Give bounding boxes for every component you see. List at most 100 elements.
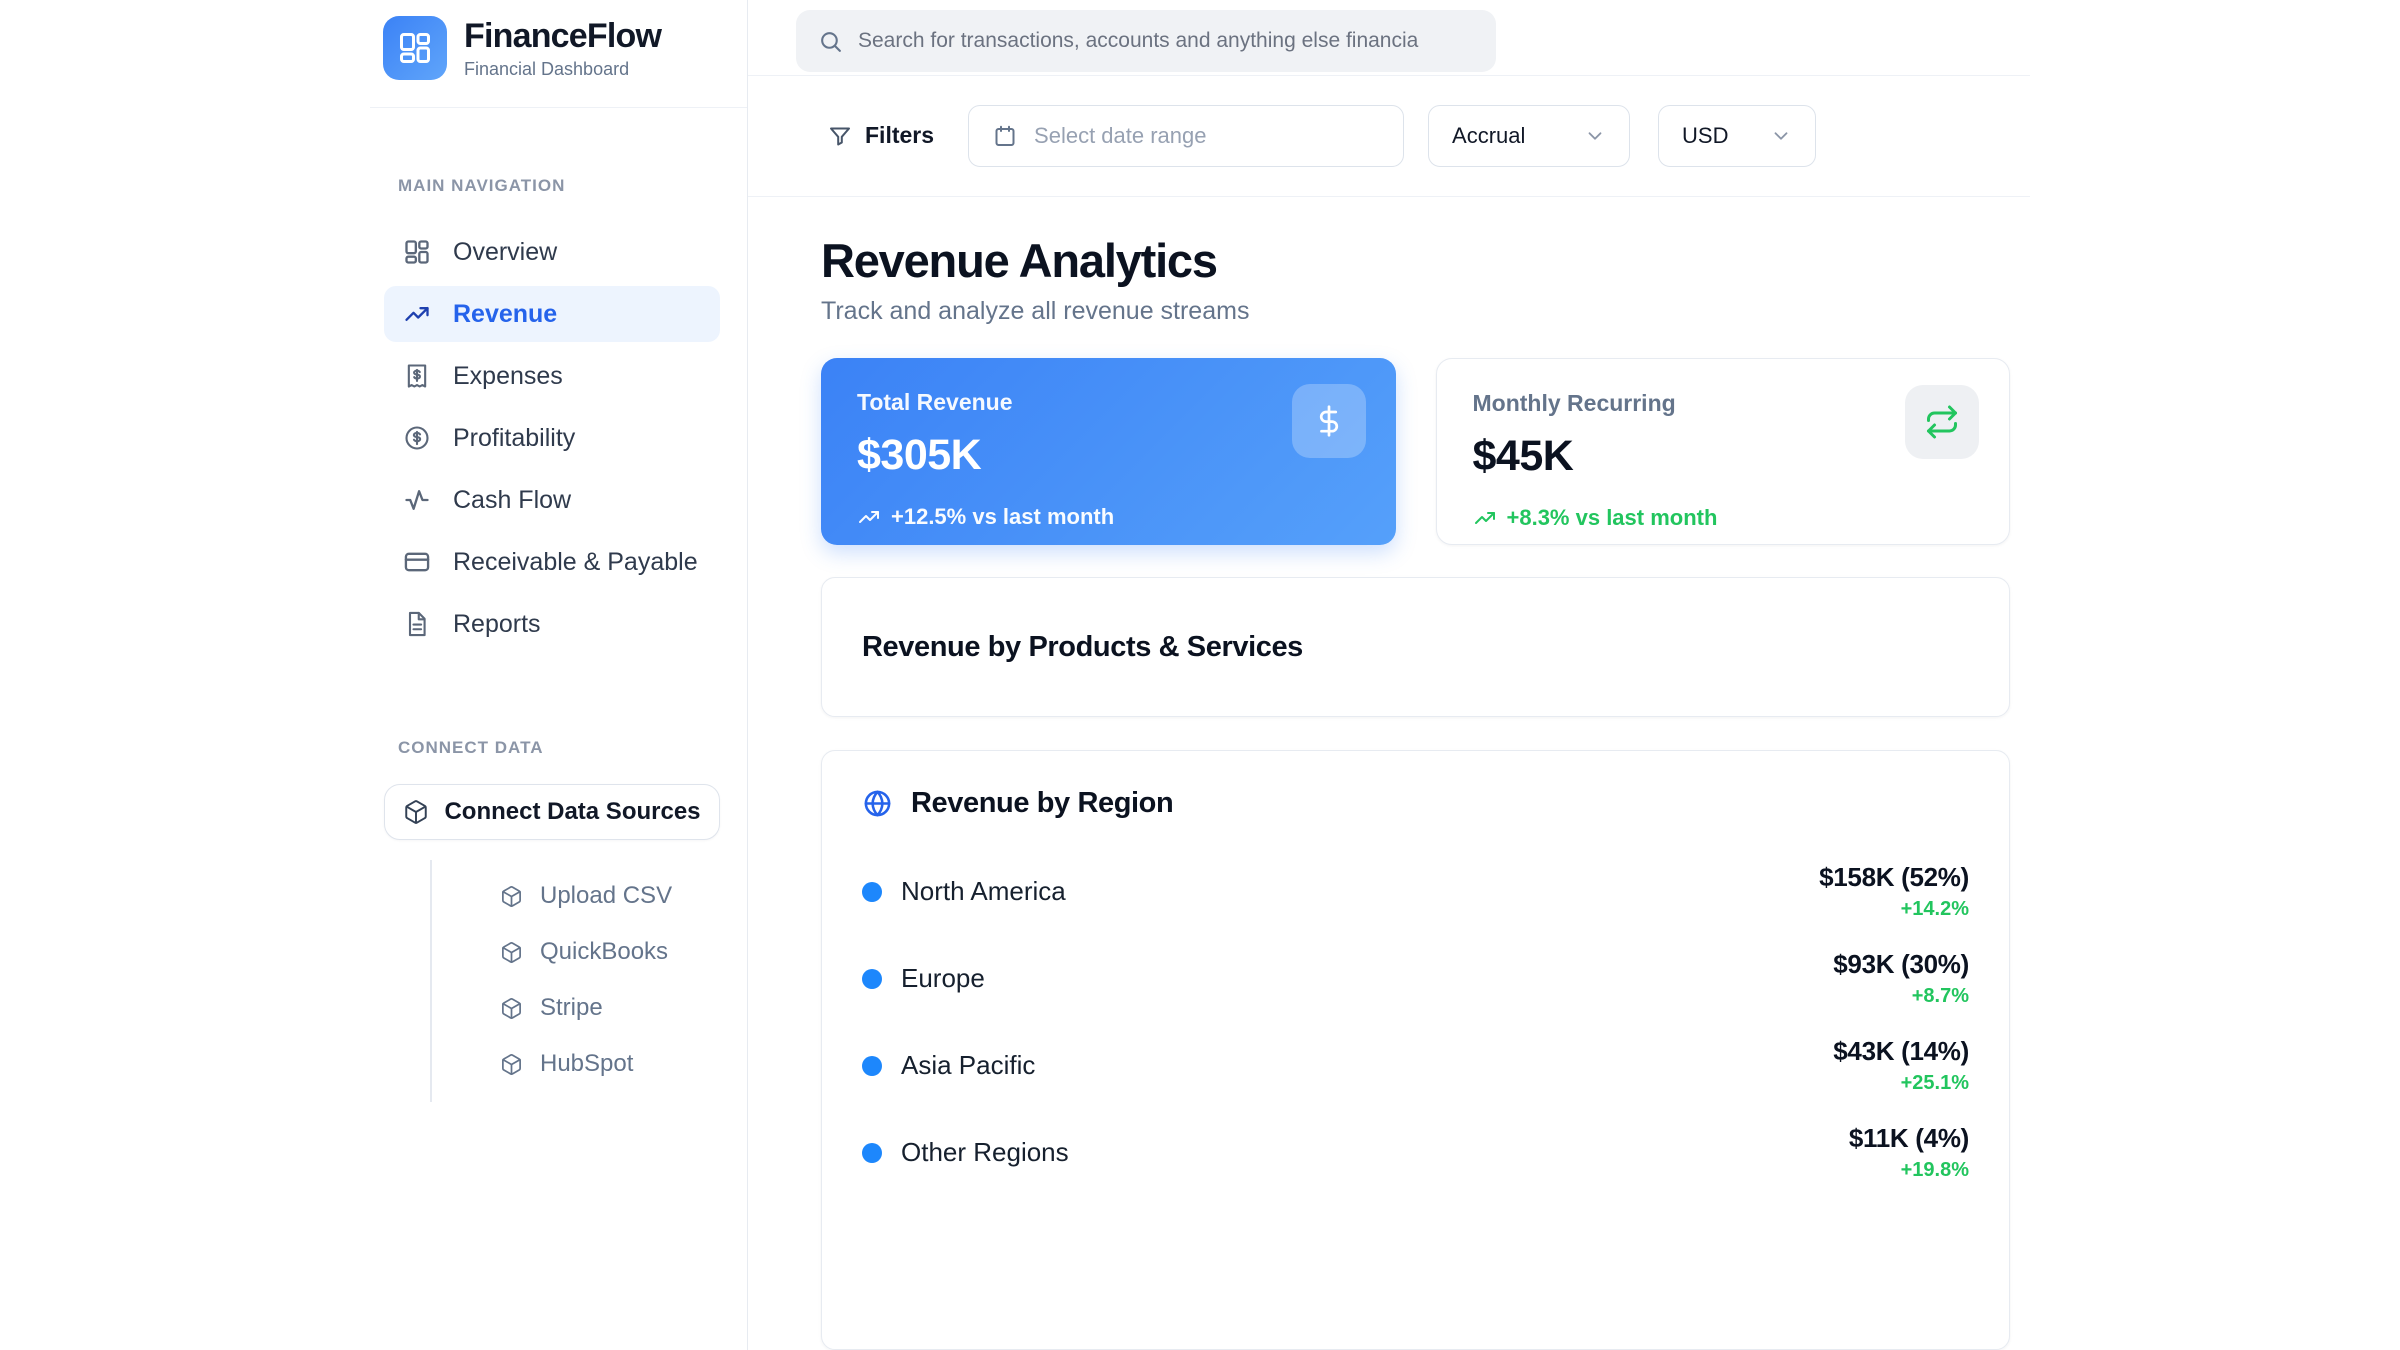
region-row-label: Asia Pacific [862, 1050, 1035, 1081]
app-window: FinanceFlow Financial Dashboard MAIN NAV… [370, 0, 2030, 1350]
sidebar: FinanceFlow Financial Dashboard MAIN NAV… [370, 0, 748, 1350]
bullet-dot-icon [862, 1142, 882, 1163]
credit-card-icon [404, 552, 430, 572]
page-subtitle: Track and analyze all revenue streams [821, 297, 1250, 325]
connect-data-sources-button[interactable]: Connect Data Sources [384, 784, 720, 840]
package-icon [502, 1053, 521, 1075]
chevron-down-icon [1588, 132, 1602, 140]
region-value: $158K (52%) [1819, 862, 1969, 892]
connect-item-label: HubSpot [540, 1050, 634, 1077]
region-name: Other Regions [901, 1137, 1069, 1167]
page-title: Revenue Analytics [821, 234, 1218, 287]
topbar [748, 0, 2030, 76]
region-value: $11K (4%) [1848, 1123, 1969, 1153]
connect-sources-list: Upload CSV QuickBooks Stripe HubSpot [430, 860, 720, 1102]
connect-item-stripe[interactable]: Stripe [432, 980, 720, 1036]
region-row-label: Other Regions [862, 1137, 1069, 1168]
package-icon [502, 997, 521, 1019]
date-range-input[interactable]: Select date range [968, 104, 1405, 167]
connect-item-quickbooks[interactable]: QuickBooks [432, 924, 720, 980]
region-value: $93K (30%) [1833, 949, 1969, 979]
package-icon [502, 885, 521, 907]
brand-text: FinanceFlow Financial Dashboard [464, 16, 662, 80]
currency-value: USD [1682, 122, 1729, 148]
region-delta: +25.1% [1900, 1072, 1969, 1094]
trending-up-icon [1474, 512, 1495, 524]
connect-item-label: Stripe [540, 994, 603, 1021]
recurring-chip [1905, 385, 1979, 459]
layout-dashboard-icon [400, 33, 430, 63]
sidebar-item-label: Overview [453, 237, 558, 266]
trending-up-icon [859, 511, 879, 523]
sidebar-item-label: Reports [453, 609, 541, 638]
stat-delta-text: +12.5% vs last month [891, 504, 1115, 529]
sidebar-item-profitability[interactable]: Profitability [384, 410, 720, 466]
region-row-other-regions: Other Regions $11K (4%) +19.8% [862, 1109, 1969, 1196]
filters-button[interactable]: Filters [828, 122, 934, 149]
sidebar-item-revenue[interactable]: Revenue [384, 286, 720, 342]
search-input[interactable] [858, 29, 1474, 53]
brand-header: FinanceFlow Financial Dashboard [370, 0, 747, 108]
stat-value: $305K [857, 431, 982, 479]
sidebar-item-label: Cash Flow [453, 485, 572, 514]
region-row-europe: Europe $93K (30%) +8.7% [862, 935, 1969, 1022]
stat-label: Total Revenue [857, 389, 1013, 415]
stat-delta: +8.3% vs last month [1473, 505, 1974, 531]
sidebar-item-expenses[interactable]: Expenses [384, 348, 720, 404]
search-icon [821, 31, 841, 52]
region-value: $43K (14%) [1833, 1036, 1969, 1066]
sidebar-item-receivable-payable[interactable]: Receivable & Payable [384, 534, 720, 590]
stat-delta: +12.5% vs last month [857, 504, 1360, 530]
products-card-title: Revenue by Products & Services [862, 630, 1303, 663]
sidebar-item-label: Receivable & Payable [453, 547, 698, 576]
connect-item-upload-csv[interactable]: Upload CSV [432, 868, 720, 924]
region-delta: +8.7% [1911, 985, 1969, 1007]
file-text-icon [408, 611, 426, 637]
package-icon [405, 800, 428, 824]
sidebar-item-reports[interactable]: Reports [384, 596, 720, 652]
bullet-dot-icon [862, 968, 882, 989]
sidebar-item-label: Profitability [453, 423, 576, 452]
accounting-basis-value: Accrual [1452, 122, 1526, 148]
monthly-recurring-card: Monthly Recurring $45K +8.3% vs last mon… [1435, 358, 2010, 545]
filter-toolbar: Filters Select date range Accrual USD [748, 76, 2030, 197]
page-content: Revenue Analytics Track and analyze all … [748, 197, 2030, 1350]
sidebar-item-overview[interactable]: Overview [384, 224, 720, 280]
region-row-values: $93K (30%) +8.7% [1833, 949, 1969, 1008]
stat-delta-text: +8.3% vs last month [1506, 505, 1718, 530]
region-delta: +19.8% [1900, 1159, 1969, 1181]
receipt-icon [407, 364, 427, 388]
revenue-by-products-card: Revenue by Products & Services [821, 577, 2010, 717]
repeat-icon [1927, 405, 1957, 439]
sidebar-item-label: Revenue [453, 299, 558, 328]
region-row-asia-pacific: Asia Pacific $43K (14%) +25.1% [862, 1022, 1969, 1109]
region-card-title: Revenue by Region [911, 787, 1174, 819]
dollar-sign-icon [1319, 405, 1338, 437]
filter-funnel-icon [830, 127, 850, 146]
accounting-basis-select[interactable]: Accrual [1428, 104, 1631, 167]
connect-button-label: Connect Data Sources [444, 798, 701, 825]
currency-select[interactable]: USD [1658, 104, 1817, 167]
circle-dollar-icon [405, 426, 429, 450]
package-icon [502, 941, 521, 963]
search-bar[interactable] [796, 10, 1496, 72]
region-delta: +14.2% [1900, 898, 1969, 920]
bullet-dot-icon [862, 881, 882, 902]
chevron-down-icon [1774, 132, 1788, 140]
app-subtitle: Financial Dashboard [464, 59, 630, 80]
connect-item-label: QuickBooks [540, 938, 669, 965]
main-navigation: Overview Revenue Expenses Profitability … [384, 224, 720, 652]
sidebar-item-cash-flow[interactable]: Cash Flow [384, 472, 720, 528]
region-name: Europe [901, 963, 985, 993]
connect-item-hubspot[interactable]: HubSpot [432, 1036, 720, 1092]
revenue-chip [1291, 384, 1366, 458]
region-row-values: $11K (4%) +19.8% [1849, 1123, 1969, 1182]
connect-item-label: Upload CSV [540, 882, 673, 909]
region-row-label: Europe [862, 963, 985, 994]
stat-cards-row: Total Revenue $305K +12.5% vs last month… [821, 358, 2010, 545]
sidebar-body: MAIN NAVIGATION Overview Revenue Expense… [370, 108, 747, 1102]
calendar-icon [995, 125, 1015, 146]
stat-value: $45K [1472, 432, 1574, 480]
layout-grid-icon [405, 240, 429, 264]
region-row-values: $158K (52%) +14.2% [1819, 862, 1969, 921]
